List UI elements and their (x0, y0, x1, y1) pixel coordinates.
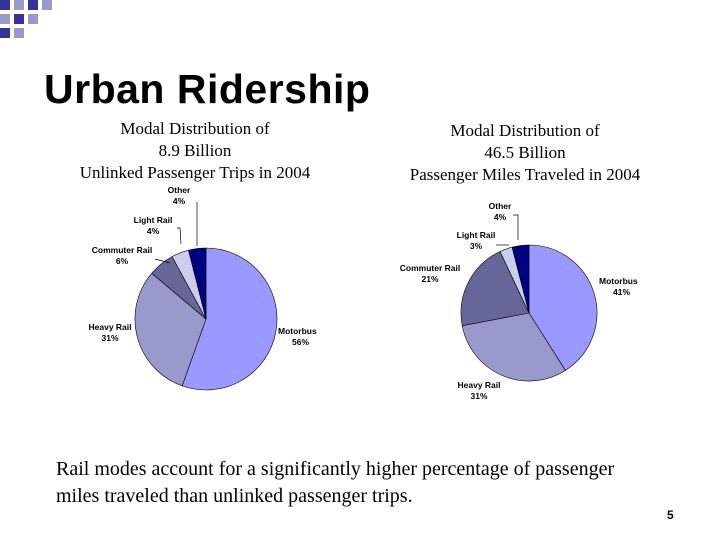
chart-title-line: Unlinked Passenger Trips in 2004 (79, 163, 311, 182)
slice-label: Commuter Rail (400, 263, 460, 273)
slice-label: Heavy Rail (89, 322, 132, 332)
slide-title: Urban Ridership (44, 66, 371, 112)
pie-slice-commuter-rail (460, 251, 530, 327)
slice-value-label: 6% (116, 256, 129, 266)
slice-value-label: 4% (173, 196, 186, 206)
slice-label: Other (489, 201, 512, 211)
pie-slice-other (511, 244, 530, 314)
slice-value-label: 31% (101, 333, 118, 343)
leader-line (177, 227, 182, 245)
slice-label: Motorbus (278, 326, 317, 336)
slice-label: Heavy Rail (458, 380, 501, 390)
slice-label: Light Rail (134, 215, 173, 225)
chart-title-line: 46.5 Billion (484, 143, 566, 162)
slice-value-label: 3% (470, 241, 483, 251)
slice-value-label: 41% (613, 287, 630, 297)
leader-line (154, 258, 171, 264)
chart-title-miles: Modal Distribution of 46.5 Billion Passe… (395, 120, 655, 186)
chart-title-trips: Modal Distribution of 8.9 Billion Unlink… (60, 118, 330, 184)
chart-title-line: Modal Distribution of (120, 119, 270, 138)
corner-decoration (0, 0, 52, 38)
slice-value-label: 21% (421, 274, 438, 284)
chart-title-line: Modal Distribution of (450, 121, 600, 140)
slice-label: Light Rail (457, 230, 496, 240)
chart-title-line: Passenger Miles Traveled in 2004 (409, 165, 641, 184)
page-number: 5 (667, 508, 674, 522)
pie-slice-other (188, 247, 207, 320)
leader-line (513, 214, 519, 240)
slide-caption: Rail modes account for a significantly h… (56, 458, 615, 507)
slice-value-label: 31% (470, 391, 487, 401)
slice-value-label: 4% (147, 226, 160, 236)
slice-label: Motorbus (599, 276, 638, 286)
slice-value-label: 4% (494, 212, 507, 222)
pie-slice-motorbus (181, 247, 278, 391)
slice-label: Commuter Rail (92, 245, 152, 255)
slice-value-label: 56% (292, 337, 309, 347)
pie-slice-motorbus (528, 244, 598, 371)
slice-label: Other (168, 185, 191, 195)
pie-slice-heavy-rail (461, 312, 566, 382)
pie-slice-heavy-rail (134, 272, 207, 387)
chart-title-line: 8.9 Billion (158, 141, 232, 160)
